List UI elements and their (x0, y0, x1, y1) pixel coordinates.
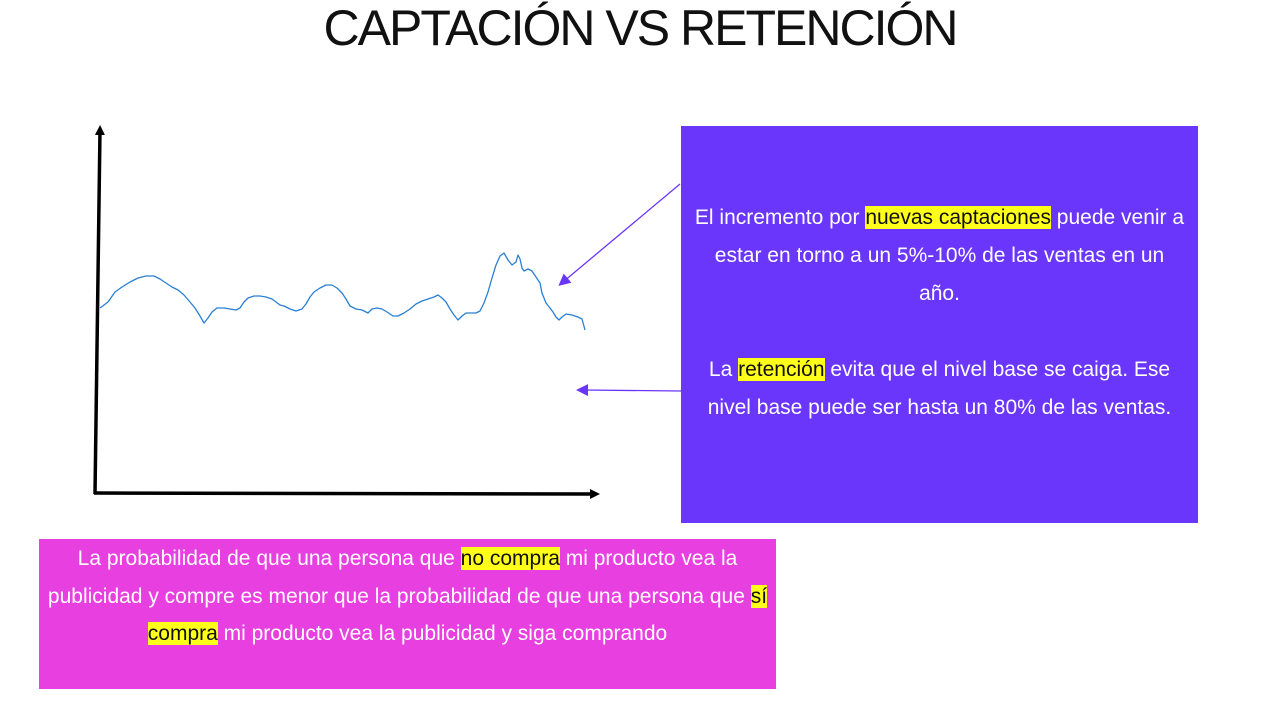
page-title: CAPTACIÓN VS RETENCIÓN (323, 0, 959, 56)
probability-text-3: mi producto vea la publicidad y siga com… (217, 622, 668, 645)
probability-text-2: mi producto vea la publicidad y compre e… (47, 547, 751, 608)
y-axis (93, 125, 105, 495)
retencion-paragraph: La retención evita que el nivel base se … (693, 351, 1186, 427)
x-axis (93, 488, 600, 499)
retencion-text-end: evita que el nivel base se caiga. Ese ni… (707, 358, 1172, 419)
retencion-text-start: La (708, 358, 739, 381)
captacion-highlight: nuevas captaciones (865, 206, 1051, 229)
probability-box: La probabilidad de que una persona que n… (39, 539, 776, 689)
sales-line (99, 252, 586, 331)
probability-paragraph: La probabilidad de que una persona que n… (45, 540, 770, 653)
captacion-text-start: El incremento por (694, 206, 866, 229)
arrow-to-line (558, 183, 681, 286)
retencion-highlight: retención (738, 358, 825, 381)
info-box: El incremento por nuevas captaciones pue… (681, 126, 1198, 523)
captacion-text-end: puede venir a estar en torno a un 5%-10%… (714, 206, 1185, 305)
arrow-to-base (576, 384, 682, 397)
probability-text-1: La probabilidad de que una persona que (77, 547, 461, 570)
no-compra-highlight: no compra (460, 547, 560, 570)
captacion-paragraph: El incremento por nuevas captaciones pue… (693, 126, 1186, 313)
